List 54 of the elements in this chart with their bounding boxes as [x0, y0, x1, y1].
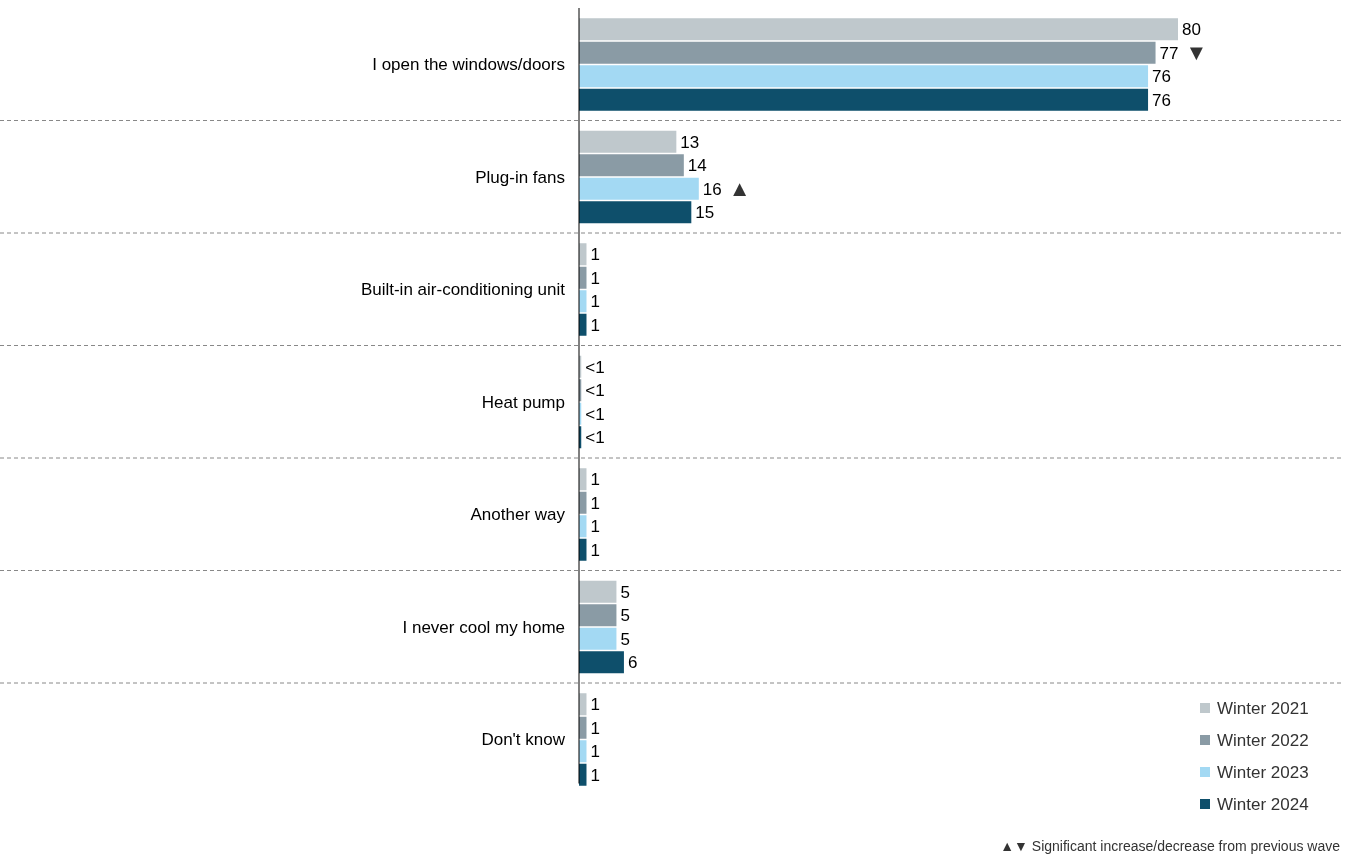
legend-label: Winter 2024: [1217, 794, 1309, 814]
y-tick-label: Heat pump: [481, 392, 565, 412]
data-label: <1: [585, 381, 605, 401]
y-tick-label: I never cool my home: [402, 617, 565, 637]
annotation: ▼: [1185, 40, 1208, 66]
bar: [579, 627, 617, 650]
annotation: ▲: [728, 176, 751, 202]
y-tick-label: Plug-in fans: [475, 167, 565, 187]
data-label: 1: [590, 517, 600, 537]
data-label: 1: [590, 742, 600, 762]
data-label: <1: [585, 404, 605, 424]
data-label: 5: [620, 606, 630, 626]
legend-label: Winter 2022: [1217, 730, 1309, 750]
y-tick-label: Another way: [470, 505, 566, 525]
data-label: 1: [590, 268, 600, 288]
data-label: 16: [702, 179, 722, 199]
data-label: 1: [590, 540, 600, 560]
bar: [579, 177, 699, 200]
data-label: 1: [590, 245, 600, 265]
bar: [579, 88, 1149, 111]
bar: [579, 604, 617, 627]
bar: [579, 18, 1178, 41]
data-label: 1: [590, 493, 600, 513]
data-label: 14: [687, 156, 707, 176]
data-label: 1: [590, 718, 600, 738]
legend-label: Winter 2021: [1217, 698, 1309, 718]
legend-label: Winter 2023: [1217, 762, 1309, 782]
y-tick-label: Built-in air-conditioning unit: [360, 280, 566, 300]
bar: [579, 651, 624, 674]
bar: [579, 41, 1156, 64]
bar: [579, 130, 677, 153]
data-label: <1: [585, 428, 605, 448]
data-label: 1: [590, 765, 600, 785]
data-label: 5: [620, 582, 630, 602]
data-label: 1: [590, 292, 600, 312]
y-tick-label: Don't know: [481, 730, 566, 750]
bar: [579, 580, 617, 603]
data-label: 1: [590, 315, 600, 335]
data-label: 77: [1159, 43, 1179, 63]
data-label: 6: [627, 653, 638, 673]
bar: [579, 154, 684, 177]
data-label: 1: [590, 470, 600, 490]
data-label: 1: [590, 695, 600, 715]
data-label: 76: [1152, 90, 1171, 110]
data-label: 5: [620, 629, 630, 649]
data-label: 15: [695, 203, 715, 223]
bar: [579, 201, 692, 224]
y-tick-label: I open the windows/doors: [372, 55, 565, 75]
data-label: 80: [1182, 20, 1201, 40]
data-label: <1: [585, 357, 605, 377]
text: ▲▼ Significant increase/decrease from previous wave: [1000, 838, 1341, 854]
bar: [579, 65, 1149, 88]
data-label: 13: [680, 132, 700, 152]
data-label: 76: [1152, 67, 1171, 87]
